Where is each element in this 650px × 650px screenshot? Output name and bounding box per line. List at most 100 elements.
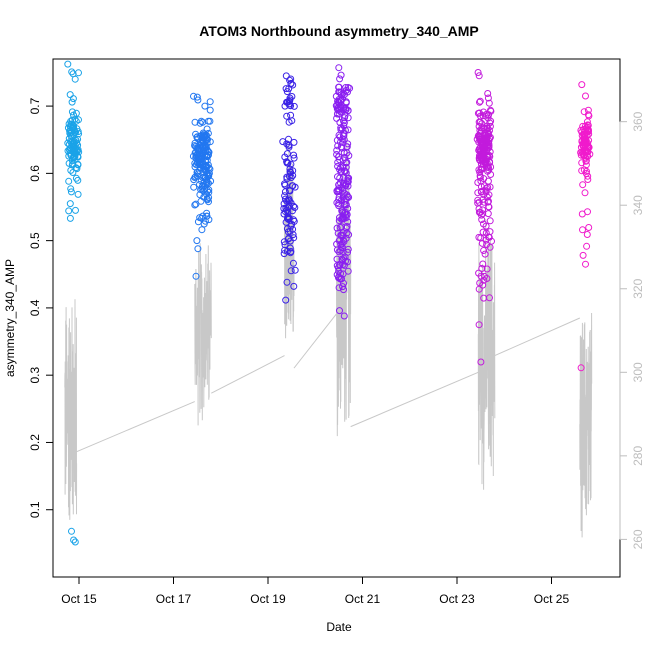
data-point	[337, 244, 345, 251]
data-point	[69, 95, 77, 103]
series-4	[332, 64, 354, 320]
data-point	[200, 179, 208, 187]
data-point	[477, 183, 485, 191]
data-point	[344, 88, 351, 96]
data-point	[583, 231, 591, 238]
data-point	[192, 200, 200, 208]
y-tick-label: 0.1	[28, 501, 42, 518]
secondary-line-connector-4	[494, 317, 581, 357]
data-point	[474, 189, 482, 197]
data-point	[339, 181, 347, 189]
data-point	[335, 181, 343, 189]
data-point	[585, 130, 593, 138]
data-point	[283, 278, 291, 286]
data-point	[191, 149, 199, 157]
data-point	[580, 125, 588, 133]
data-point	[482, 187, 490, 195]
data-point	[69, 130, 77, 138]
data-point	[337, 71, 345, 79]
data-point	[69, 160, 77, 168]
data-point	[67, 129, 75, 137]
secondary-y-tick-label: 360	[631, 111, 645, 131]
data-point	[197, 186, 205, 193]
data-point	[341, 168, 349, 175]
data-point	[341, 253, 349, 261]
data-point	[70, 138, 78, 146]
data-point	[68, 108, 76, 116]
data-point	[579, 251, 587, 259]
secondary-y-tick-label: 320	[631, 278, 645, 298]
data-point	[290, 234, 298, 242]
data-point	[578, 81, 586, 89]
data-point	[191, 142, 199, 150]
y-tick-label: 0.6	[28, 165, 42, 182]
data-point	[74, 190, 82, 198]
data-point	[198, 226, 206, 234]
data-point	[287, 169, 295, 176]
x-tick-label: Oct 15	[61, 592, 97, 606]
data-point	[71, 153, 79, 161]
data-point	[65, 207, 73, 215]
data-point	[486, 243, 494, 251]
data-point	[71, 538, 79, 546]
data-point	[479, 260, 487, 268]
data-point	[485, 197, 492, 205]
data-point	[291, 266, 299, 274]
data-point	[196, 167, 204, 175]
data-point	[583, 118, 591, 126]
data-point	[67, 166, 75, 174]
data-point	[290, 151, 298, 159]
data-point	[340, 312, 348, 320]
data-point	[203, 195, 211, 203]
data-point	[66, 214, 74, 222]
data-point	[578, 210, 586, 218]
data-point	[339, 132, 347, 140]
data-point	[333, 255, 341, 263]
data-point	[342, 163, 350, 171]
data-point	[290, 138, 298, 146]
data-point	[479, 228, 487, 236]
data-point	[475, 233, 483, 241]
data-point	[287, 111, 295, 119]
series-3	[279, 72, 299, 304]
data-point	[487, 171, 495, 178]
data-point	[283, 173, 291, 181]
data-point	[474, 69, 482, 76]
data-point	[282, 296, 290, 304]
data-point	[74, 160, 82, 168]
data-point	[340, 238, 348, 245]
data-point	[485, 99, 493, 107]
y-tick-label: 0.5	[28, 232, 42, 249]
data-point	[475, 208, 483, 216]
data-point	[335, 217, 343, 225]
data-point	[72, 117, 80, 125]
secondary-line-connector-1	[211, 355, 285, 394]
data-point	[476, 97, 484, 105]
data-points	[64, 60, 594, 546]
data-point	[474, 179, 482, 186]
y-tick-label: 0.2	[28, 434, 42, 451]
data-point	[206, 117, 214, 125]
data-point	[190, 92, 197, 100]
data-point	[477, 358, 485, 366]
data-point	[191, 201, 199, 209]
data-point	[486, 119, 494, 127]
secondary-line-connector-0	[76, 401, 195, 453]
data-point	[335, 237, 343, 245]
series-2	[189, 92, 215, 280]
data-point	[282, 85, 290, 93]
data-point	[482, 222, 490, 230]
data-point	[287, 222, 295, 230]
data-point	[475, 205, 483, 213]
data-point	[280, 250, 288, 258]
data-point	[342, 214, 350, 222]
data-point	[333, 151, 341, 158]
data-point	[280, 238, 288, 246]
data-point	[338, 125, 346, 133]
data-point	[476, 172, 484, 180]
data-point	[344, 107, 352, 115]
data-point	[475, 133, 483, 141]
data-point	[475, 269, 483, 277]
data-point	[203, 180, 211, 188]
